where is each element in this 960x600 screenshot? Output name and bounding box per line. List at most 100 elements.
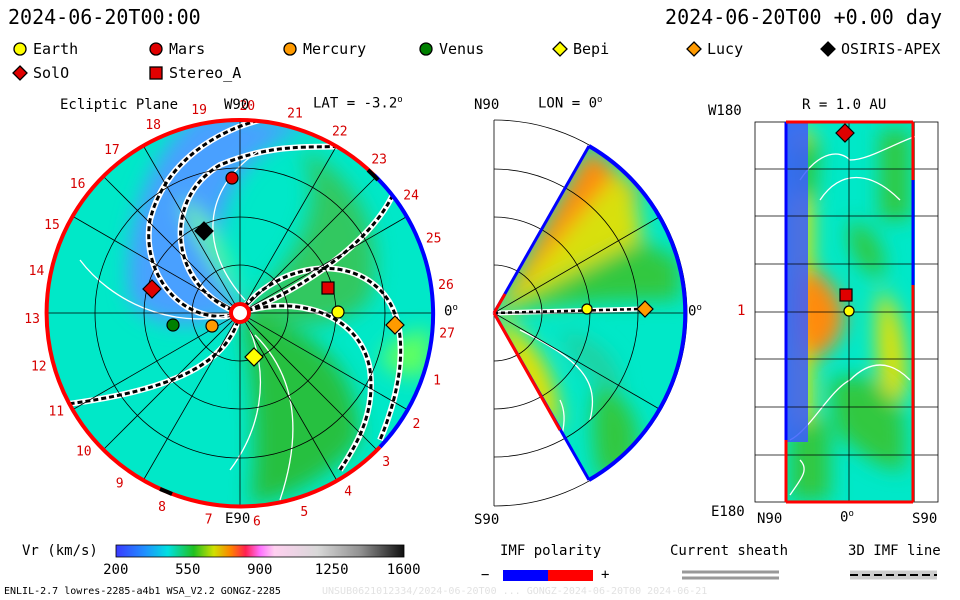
ecliptic-top-label: W90 <box>224 97 250 113</box>
sphere-xtick-0: 0o <box>840 509 854 526</box>
legend-label: Lucy <box>707 40 744 58</box>
sector-number: 17 <box>104 143 120 158</box>
meridional-plot <box>492 119 688 507</box>
ecliptic-plot: 20 21222324252627123456789101112131415161… <box>24 99 455 529</box>
sector-number: 13 <box>24 312 40 327</box>
sphere-xtick-s90: S90 <box>912 511 938 527</box>
legend-label: SolO <box>33 64 70 82</box>
sector-number: 15 <box>44 218 60 233</box>
sector-number: 27 <box>439 326 455 341</box>
sphere-plot <box>754 120 939 504</box>
sphere-bottom-left-label: E180 <box>711 504 745 520</box>
legend-label: Bepi <box>573 40 610 58</box>
date-right: 2024-06-20T00 +0.00 day <box>665 5 942 29</box>
diamond-icon <box>686 41 702 57</box>
legend-item-osiris-apex: OSIRIS-APEX <box>820 40 940 58</box>
sector-number: 6 <box>253 514 261 529</box>
meridional-lon-label: LON = 0o <box>538 95 603 112</box>
meridional-bottom-label: S90 <box>474 512 500 528</box>
stereo-a-marker <box>321 281 335 295</box>
sector-number: 22 <box>332 125 348 140</box>
circle-icon <box>13 42 27 56</box>
sphere-title: R = 1.0 AU <box>802 97 887 113</box>
circle-icon <box>419 42 433 56</box>
sector-number: 7 <box>205 513 213 528</box>
mars-marker <box>225 171 239 185</box>
legend-label: Mercury <box>303 40 367 58</box>
vr-colorbar <box>115 544 405 558</box>
solo-marker-sphere <box>835 123 855 143</box>
colorbar-tick: 1250 <box>314 562 349 578</box>
current-sheath-title: Current sheath <box>670 543 789 559</box>
legend-label: Stereo_A <box>169 64 242 82</box>
sector-number: 26 <box>438 278 454 293</box>
circle-icon <box>283 42 297 56</box>
sector-number: 8 <box>158 500 166 515</box>
legend-item-mercury: Mercury <box>282 40 366 58</box>
ecliptic-right-label: 0o <box>444 303 458 320</box>
lucy-marker-meridional <box>636 300 654 318</box>
sphere-left-mid-label: 1 <box>737 303 746 319</box>
legend-item-earth: Earth <box>12 40 78 58</box>
legend-label: Venus <box>439 40 485 58</box>
sector-number: 10 <box>76 444 92 459</box>
legend-label: Mars <box>169 40 206 58</box>
legend-item-solo: SolO <box>12 64 69 82</box>
imf-plus-label: + <box>601 567 610 583</box>
solo-marker <box>142 279 162 299</box>
imf-line-title: 3D IMF line <box>848 543 941 559</box>
sphere-top-label: W180 <box>708 103 742 119</box>
sector-number: 24 <box>403 189 419 204</box>
sector-numbers: 20 21222324252627123456789101112131415161… <box>24 99 455 529</box>
sector-number: 14 <box>29 264 45 279</box>
lucy-marker <box>385 315 405 335</box>
stereo-a-marker-sphere <box>839 288 853 302</box>
ecliptic-lat-label: LAT = -3.2o <box>313 95 403 112</box>
sector-number: 5 <box>300 505 308 520</box>
imf-polarity-title: IMF polarity <box>500 543 602 559</box>
earth-marker <box>331 305 345 319</box>
square-icon <box>149 66 163 80</box>
sector-number: 3 <box>382 455 390 470</box>
earth-marker-sphere <box>843 305 855 317</box>
sphere-xtick-n90: N90 <box>757 511 783 527</box>
colorbar-label: Vr (km/s) <box>22 543 98 559</box>
sector-number: 21 <box>287 106 303 121</box>
colorbar-tick: 900 <box>247 562 273 578</box>
legend-item-bepi: Bepi <box>552 40 609 58</box>
legend-label: Earth <box>33 40 79 58</box>
colorbar-tick: 1600 <box>386 562 421 578</box>
meridional-right-label: 0o <box>688 303 702 320</box>
mercury-marker <box>205 319 219 333</box>
imf-minus-label: − <box>481 567 490 583</box>
sector-number: 9 <box>116 477 124 492</box>
osiris-apex-marker <box>194 221 214 241</box>
earth-marker-meridional <box>581 303 593 315</box>
meridional-top-label: N90 <box>474 97 500 113</box>
ecliptic-bottom-label: E90 <box>225 511 251 527</box>
footer-watermark: UNSUB0621012334/2024-06-20T00 ... GONGZ-… <box>322 586 708 597</box>
legend-item-stereo-a: Stereo_A <box>148 64 241 82</box>
venus-marker <box>166 318 180 332</box>
imf-positive-bar <box>548 570 593 581</box>
bepi-marker <box>244 347 264 367</box>
sector-number: 4 <box>344 485 352 500</box>
colorbar-tick: 200 <box>103 562 129 578</box>
sector-number: 16 <box>70 177 86 192</box>
legend-item-venus: Venus <box>418 40 484 58</box>
sector-number: 25 <box>426 231 442 246</box>
diamond-icon <box>820 41 836 57</box>
date-left: 2024-06-20T00:00 <box>8 5 201 29</box>
legend-label: OSIRIS-APEX <box>841 40 941 58</box>
circle-icon <box>149 42 163 56</box>
legend-item-mars: Mars <box>148 40 205 58</box>
legend-item-lucy: Lucy <box>686 40 743 58</box>
sector-number: 1 <box>433 374 441 389</box>
diamond-icon <box>12 65 28 81</box>
sector-number: 23 <box>371 152 387 167</box>
sector-number: 19 <box>191 103 207 118</box>
imf-negative-bar <box>503 570 548 581</box>
ecliptic-title: Ecliptic Plane <box>60 97 179 113</box>
sector-number: 2 <box>412 417 420 432</box>
